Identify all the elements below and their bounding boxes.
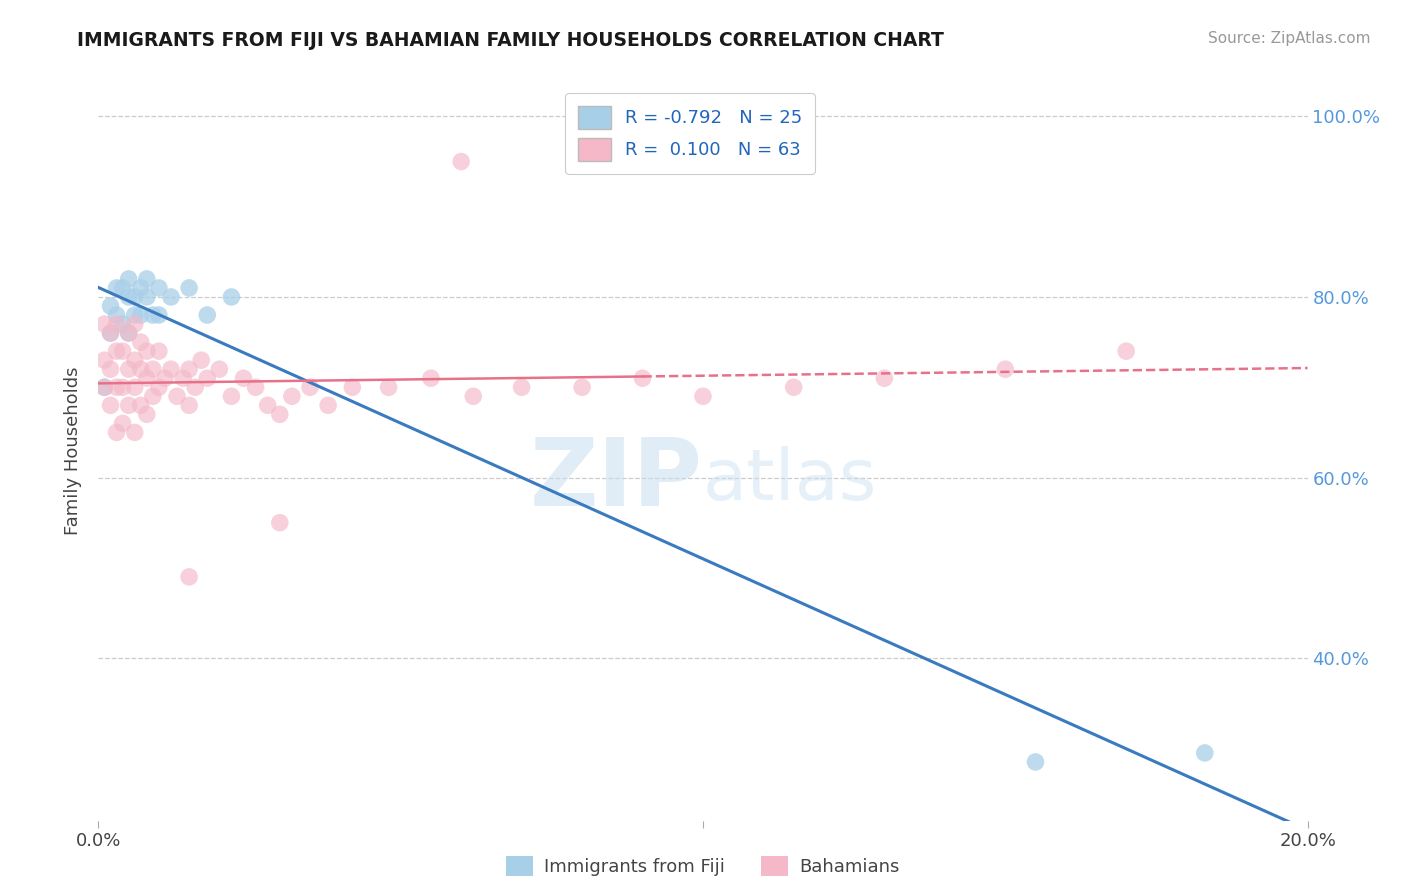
- Point: [1024, 755, 1046, 769]
- Point: [873, 371, 896, 385]
- Point: [124, 308, 146, 322]
- Point: [135, 344, 157, 359]
- Point: [111, 380, 134, 394]
- Point: [111, 344, 134, 359]
- Point: [118, 398, 141, 412]
- Point: [692, 389, 714, 403]
- Point: [124, 290, 146, 304]
- Point: [124, 353, 146, 368]
- Point: [299, 380, 322, 394]
- Point: [100, 326, 122, 340]
- Point: [148, 380, 170, 394]
- Point: [190, 353, 212, 368]
- Text: ZIP: ZIP: [530, 434, 703, 526]
- Point: [129, 398, 152, 412]
- Point: [135, 272, 157, 286]
- Point: [195, 371, 218, 385]
- Point: [142, 362, 165, 376]
- Point: [208, 362, 231, 376]
- Point: [111, 417, 134, 431]
- Point: [281, 389, 304, 403]
- Point: [342, 380, 364, 394]
- Point: [118, 326, 141, 340]
- Point: [783, 380, 806, 394]
- Point: [195, 308, 218, 322]
- Point: [111, 317, 134, 331]
- Point: [124, 380, 146, 394]
- Point: [105, 344, 128, 359]
- Point: [463, 389, 485, 403]
- Point: [111, 281, 134, 295]
- Text: IMMIGRANTS FROM FIJI VS BAHAMIAN FAMILY HOUSEHOLDS CORRELATION CHART: IMMIGRANTS FROM FIJI VS BAHAMIAN FAMILY …: [77, 31, 945, 50]
- Point: [179, 398, 201, 412]
- Point: [93, 317, 115, 331]
- Point: [105, 425, 128, 440]
- Point: [160, 362, 183, 376]
- Point: [232, 371, 254, 385]
- Point: [377, 380, 399, 394]
- Point: [129, 308, 152, 322]
- Point: [93, 380, 115, 394]
- Point: [245, 380, 267, 394]
- Point: [172, 371, 194, 385]
- Point: [1115, 344, 1137, 359]
- Point: [118, 326, 141, 340]
- Point: [129, 335, 152, 350]
- Point: [571, 380, 593, 394]
- Legend: Immigrants from Fiji, Bahamians: Immigrants from Fiji, Bahamians: [499, 848, 907, 883]
- Point: [100, 299, 122, 313]
- Point: [256, 398, 278, 412]
- Point: [148, 308, 170, 322]
- Point: [179, 281, 201, 295]
- Point: [179, 362, 201, 376]
- Y-axis label: Family Households: Family Households: [65, 367, 83, 534]
- Point: [142, 308, 165, 322]
- Point: [135, 290, 157, 304]
- Point: [105, 281, 128, 295]
- Text: Source: ZipAtlas.com: Source: ZipAtlas.com: [1208, 31, 1371, 46]
- Legend: R = -0.792   N = 25, R =  0.100   N = 63: R = -0.792 N = 25, R = 0.100 N = 63: [565, 93, 815, 174]
- Point: [420, 371, 443, 385]
- Point: [100, 362, 122, 376]
- Point: [994, 362, 1017, 376]
- Point: [1194, 746, 1216, 760]
- Point: [135, 408, 157, 422]
- Point: [105, 317, 128, 331]
- Point: [316, 398, 339, 412]
- Point: [179, 570, 201, 584]
- Point: [118, 362, 141, 376]
- Point: [166, 389, 188, 403]
- Point: [129, 362, 152, 376]
- Point: [148, 344, 170, 359]
- Point: [221, 290, 243, 304]
- Point: [124, 317, 146, 331]
- Point: [269, 516, 291, 530]
- Point: [160, 290, 183, 304]
- Point: [269, 408, 291, 422]
- Point: [93, 353, 115, 368]
- Point: [631, 371, 654, 385]
- Text: atlas: atlas: [703, 446, 877, 515]
- Point: [100, 326, 122, 340]
- Point: [105, 380, 128, 394]
- Point: [148, 281, 170, 295]
- Point: [450, 154, 472, 169]
- Point: [142, 389, 165, 403]
- Point: [118, 290, 141, 304]
- Point: [118, 272, 141, 286]
- Point: [124, 425, 146, 440]
- Point: [93, 380, 115, 394]
- Point: [153, 371, 176, 385]
- Point: [100, 398, 122, 412]
- Point: [221, 389, 243, 403]
- Point: [129, 281, 152, 295]
- Point: [184, 380, 207, 394]
- Point: [135, 371, 157, 385]
- Point: [105, 308, 128, 322]
- Point: [510, 380, 533, 394]
